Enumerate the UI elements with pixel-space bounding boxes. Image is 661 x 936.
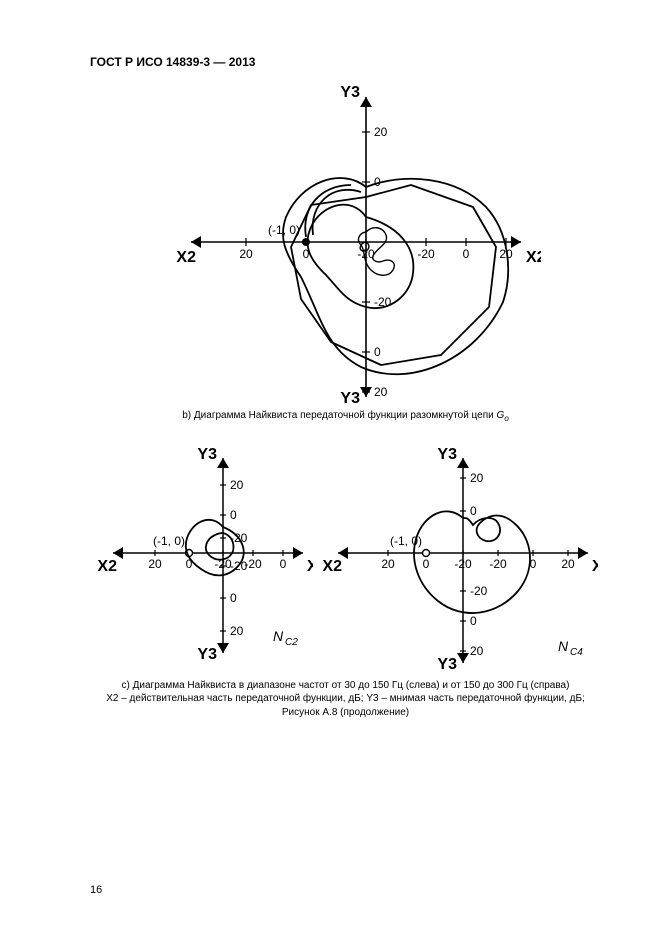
caption-b-text: b) Диаграмма Найквиста передаточной функ… [182,410,496,421]
svg-text:20: 20 [148,557,162,571]
caption-b-symbol-sub: o [504,414,508,423]
svg-text:N: N [273,628,284,644]
svg-text:20: 20 [374,385,388,399]
svg-text:Y3: Y3 [340,390,360,407]
document-header: ГОСТ Р ИСО 14839-3 — 2013 [90,55,601,69]
svg-text:0: 0 [230,591,237,605]
svg-text:(-1, 0): (-1, 0) [153,534,185,548]
page: ГОСТ Р ИСО 14839-3 — 2013 200-20-2002020… [0,0,661,936]
figure-c-caption: c) Диаграмма Найквиста в диапазоне часто… [90,679,601,720]
svg-text:C2: C2 [285,637,298,648]
svg-text:0: 0 [462,247,469,261]
svg-text:Y3: Y3 [438,656,458,673]
svg-text:-20: -20 [455,557,473,571]
figure-b-nyquist: 200-20-20020200-20020X2X2Y3Y3(-1, 0) [151,77,541,407]
svg-text:N: N [558,638,569,654]
svg-text:Y3: Y3 [340,84,360,101]
svg-text:0: 0 [230,508,237,522]
svg-text:-20: -20 [490,557,508,571]
svg-text:X2: X2 [526,249,541,266]
svg-text:20: 20 [230,478,244,492]
caption-c-line2: X2 – действительная часть передаточной ф… [106,693,585,704]
svg-text:0: 0 [470,614,477,628]
page-number: 16 [90,884,102,896]
svg-text:0: 0 [279,557,286,571]
svg-text:X2: X2 [97,558,117,575]
figure-c-left-nyquist: 200-20-200200-20-20020X2X2Y3Y3(-1, 0)NC2 [93,443,313,663]
svg-text:X2: X2 [307,558,313,575]
svg-text:X2: X2 [176,249,196,266]
svg-text:Y3: Y3 [197,446,217,463]
figure-b-caption: b) Диаграмма Найквиста передаточной функ… [90,409,601,425]
svg-text:-20: -20 [417,247,435,261]
figure-c-row: 200-20-200200-20-20020X2X2Y3Y3(-1, 0)NC2… [90,443,601,673]
svg-text:20: 20 [470,471,484,485]
figure-c-right-nyquist: 200-20-20020200-20020X2X2Y3Y3(-1, 0)NC4 [318,443,598,673]
svg-text:Y3: Y3 [197,646,217,663]
svg-text:20: 20 [382,557,396,571]
svg-text:X2: X2 [323,558,343,575]
svg-text:C4: C4 [570,647,583,658]
svg-text:20: 20 [562,557,576,571]
svg-text:0: 0 [470,504,477,518]
svg-text:20: 20 [374,125,388,139]
svg-text:Y3: Y3 [438,446,458,463]
svg-text:0: 0 [374,345,381,359]
caption-c-line3: Рисунок А.8 (продолжение) [282,707,409,718]
svg-text:20: 20 [239,247,253,261]
caption-c-line1: c) Диаграмма Найквиста в диапазоне часто… [122,680,570,691]
svg-text:0: 0 [423,557,430,571]
svg-text:-20: -20 [470,584,488,598]
svg-text:20: 20 [230,624,244,638]
svg-text:X2: X2 [592,558,598,575]
svg-text:20: 20 [470,644,484,658]
